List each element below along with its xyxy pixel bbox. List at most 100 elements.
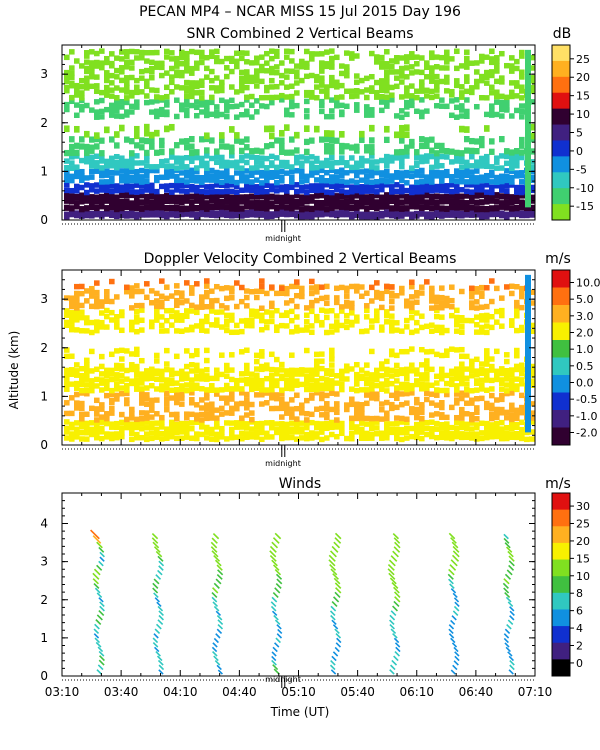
data-cell — [469, 388, 475, 394]
data-cell — [319, 365, 325, 372]
data-cell — [204, 347, 210, 354]
wind-barb — [508, 555, 515, 562]
wind-barb — [214, 559, 222, 567]
data-cell — [129, 351, 135, 357]
data-cell — [334, 182, 340, 188]
data-cell — [324, 178, 330, 184]
data-cell — [504, 382, 510, 388]
data-cell — [69, 165, 75, 172]
data-cell — [399, 370, 405, 377]
data-cell — [424, 349, 430, 355]
data-cell — [429, 179, 435, 185]
data-cell — [64, 101, 70, 108]
data-cell — [379, 203, 385, 210]
data-cell — [214, 367, 220, 373]
data-cell — [399, 290, 405, 296]
data-cell — [494, 192, 500, 199]
data-cell — [419, 324, 425, 331]
data-cell — [509, 194, 515, 201]
data-cell — [134, 89, 140, 96]
data-cell — [374, 313, 380, 320]
data-cell — [144, 436, 150, 443]
data-cell — [319, 204, 325, 211]
data-cell — [114, 372, 120, 378]
data-cell — [504, 376, 510, 382]
data-cell — [444, 421, 450, 427]
data-cell — [234, 322, 240, 329]
data-cell — [179, 401, 185, 407]
data-cell — [259, 54, 265, 60]
data-cell — [469, 147, 475, 154]
x-tick-label: 05:40 — [340, 685, 375, 699]
colorbar-swatch — [552, 427, 570, 446]
data-cell — [244, 303, 250, 309]
data-cell — [509, 318, 515, 324]
data-cell — [164, 366, 170, 373]
data-cell — [459, 366, 465, 373]
data-cell — [369, 376, 375, 382]
data-cell — [174, 173, 180, 180]
data-cell — [449, 203, 455, 211]
data-cell — [424, 137, 430, 144]
data-cell — [119, 187, 125, 193]
data-cell — [119, 327, 125, 334]
data-cell — [64, 319, 70, 326]
data-cell — [154, 177, 160, 184]
data-cell — [484, 329, 490, 336]
data-cell — [364, 290, 370, 296]
wind-barb — [508, 669, 514, 675]
data-cell — [84, 390, 90, 397]
data-cell — [494, 414, 500, 421]
data-cell — [164, 377, 170, 383]
data-cell — [234, 63, 240, 70]
data-cell — [274, 48, 280, 55]
data-cell — [309, 278, 315, 285]
wind-barb — [97, 664, 104, 671]
data-cell — [224, 322, 230, 328]
data-cell — [464, 159, 470, 166]
data-cell — [129, 421, 135, 427]
data-cell — [164, 93, 170, 100]
data-cell — [174, 142, 180, 149]
data-cell — [289, 169, 295, 175]
data-cell — [514, 189, 520, 195]
data-cell — [189, 400, 195, 406]
data-cell — [409, 189, 415, 196]
data-cell — [334, 54, 340, 61]
data-cell — [419, 425, 425, 431]
data-cell — [189, 302, 195, 309]
data-cell — [284, 406, 290, 413]
data-cell — [94, 194, 100, 201]
data-cell — [424, 371, 430, 378]
data-cell — [289, 93, 295, 100]
data-cell — [264, 177, 270, 184]
data-cell — [114, 67, 120, 74]
data-cell — [444, 299, 450, 305]
data-cell — [89, 199, 95, 206]
data-cell — [104, 77, 110, 84]
data-cell — [119, 411, 125, 418]
data-cell — [104, 106, 110, 113]
data-cell — [524, 204, 530, 212]
data-cell — [224, 192, 230, 199]
data-cell — [514, 313, 520, 319]
data-cell — [504, 99, 510, 106]
data-cell — [304, 138, 310, 146]
wind-barb — [273, 614, 279, 621]
data-cell — [169, 293, 175, 299]
data-cell — [434, 313, 440, 320]
data-cell — [354, 410, 360, 417]
data-cell — [409, 294, 415, 300]
data-cell — [244, 367, 250, 374]
data-cell — [299, 285, 305, 292]
data-cell — [529, 378, 535, 384]
data-cell — [259, 169, 265, 176]
data-cell — [239, 205, 245, 212]
data-cell — [269, 141, 275, 149]
data-cell — [459, 90, 465, 96]
data-cell — [289, 99, 295, 105]
data-cell — [229, 396, 235, 402]
data-cell — [279, 129, 285, 137]
data-cell — [429, 69, 435, 75]
data-cell — [414, 169, 420, 175]
